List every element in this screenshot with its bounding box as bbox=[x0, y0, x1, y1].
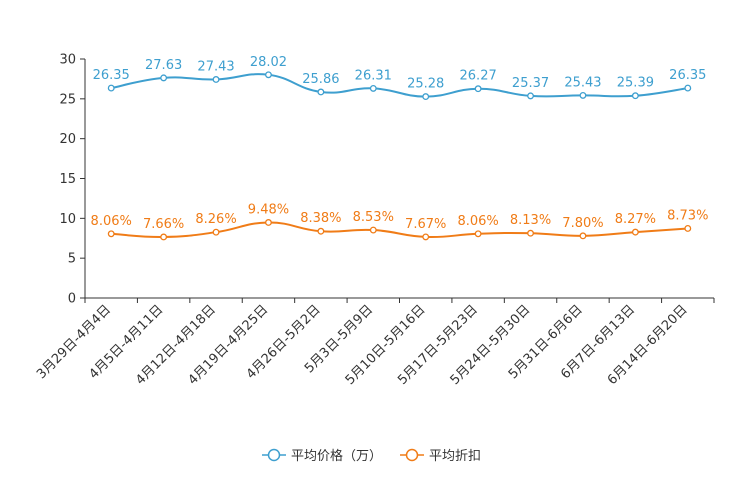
data-label: 27.43 bbox=[197, 59, 234, 74]
legend-item-discount[interactable]: 平均折扣 bbox=[400, 448, 481, 464]
y-tick-label: 10 bbox=[59, 212, 76, 227]
y-tick-label: 25 bbox=[59, 92, 76, 107]
data-point[interactable] bbox=[369, 84, 377, 92]
data-point[interactable] bbox=[369, 226, 377, 234]
data-point[interactable] bbox=[684, 225, 692, 232]
y-tick-label: 0 bbox=[68, 292, 76, 307]
legend-price-marker-icon bbox=[267, 448, 281, 462]
data-point[interactable] bbox=[160, 233, 168, 241]
y-tick-label: 5 bbox=[68, 252, 76, 267]
data-label: 8.73% bbox=[667, 208, 708, 223]
data-label: 8.06% bbox=[91, 214, 132, 229]
data-point[interactable] bbox=[317, 227, 325, 235]
data-label: 9.48% bbox=[248, 202, 289, 217]
legend-item-price[interactable]: 平均价格（万） bbox=[262, 448, 382, 464]
data-label: 28.02 bbox=[250, 55, 287, 70]
series-discount: 8.06% 7.66% 8.26% 9.48% 8.38% 8.53% 7.67% 8.06%… bbox=[91, 202, 708, 241]
data-point[interactable] bbox=[107, 84, 115, 92]
legend[interactable]: 平均价格（万） 平均折扣 bbox=[262, 448, 481, 464]
data-label: 7.80% bbox=[562, 216, 603, 231]
data-label: 26.31 bbox=[355, 68, 392, 83]
data-point[interactable] bbox=[527, 229, 534, 237]
data-label: 25.28 bbox=[407, 77, 444, 92]
data-label: 25.37 bbox=[512, 76, 549, 91]
y-tick-label: 15 bbox=[59, 172, 76, 187]
data-label: 26.35 bbox=[669, 68, 706, 83]
series-layer: 26.35 27.63 27.43 28.02 25.86 26.31 25.28 26.27… bbox=[91, 55, 708, 241]
data-point[interactable] bbox=[422, 93, 430, 101]
series-price: 26.35 27.63 27.43 28.02 25.86 26.31 25.28 26.27… bbox=[93, 55, 706, 101]
data-label: 8.38% bbox=[300, 211, 341, 226]
y-tick-label: 30 bbox=[59, 53, 76, 68]
data-label: 26.27 bbox=[460, 69, 497, 84]
data-point[interactable] bbox=[527, 92, 534, 100]
series-line bbox=[111, 73, 688, 98]
data-point[interactable] bbox=[579, 232, 587, 240]
axes bbox=[84, 59, 714, 299]
data-label: 25.43 bbox=[564, 75, 601, 90]
data-label: 25.86 bbox=[302, 72, 339, 87]
data-point[interactable] bbox=[212, 228, 220, 236]
data-label: 25.39 bbox=[617, 76, 654, 91]
data-label: 7.67% bbox=[405, 217, 446, 232]
data-point[interactable] bbox=[684, 84, 692, 92]
data-point[interactable] bbox=[422, 233, 430, 241]
data-label: 8.13% bbox=[510, 213, 551, 228]
data-point[interactable] bbox=[317, 88, 325, 96]
x-ticks: 3月29日-4月4日4月5日-4月11日4月12日-4月18日4月19日-4月2… bbox=[34, 298, 715, 388]
data-point[interactable] bbox=[474, 230, 482, 238]
legend-discount-label: 平均折扣 bbox=[429, 449, 481, 464]
data-point[interactable] bbox=[631, 92, 639, 100]
data-point[interactable] bbox=[579, 91, 587, 99]
data-point[interactable] bbox=[631, 228, 639, 236]
series-line bbox=[111, 221, 688, 239]
data-label: 8.26% bbox=[195, 212, 236, 227]
data-point[interactable] bbox=[474, 85, 482, 93]
data-point[interactable] bbox=[107, 230, 115, 238]
data-point[interactable] bbox=[265, 219, 272, 226]
y-ticks: 0 5 10 15 20 25 30 bbox=[59, 53, 85, 307]
data-label: 7.66% bbox=[143, 217, 184, 232]
data-point[interactable] bbox=[212, 76, 220, 83]
legend-discount-marker-icon bbox=[405, 448, 419, 462]
data-point[interactable] bbox=[265, 71, 272, 79]
y-tick-label: 20 bbox=[59, 132, 76, 147]
data-label: 26.35 bbox=[93, 68, 130, 83]
data-label: 27.63 bbox=[145, 58, 182, 73]
legend-price-label: 平均价格（万） bbox=[291, 448, 382, 464]
data-label: 8.53% bbox=[353, 210, 394, 225]
data-point[interactable] bbox=[160, 74, 168, 82]
data-label: 8.06% bbox=[457, 214, 498, 229]
data-label: 8.27% bbox=[615, 212, 656, 227]
